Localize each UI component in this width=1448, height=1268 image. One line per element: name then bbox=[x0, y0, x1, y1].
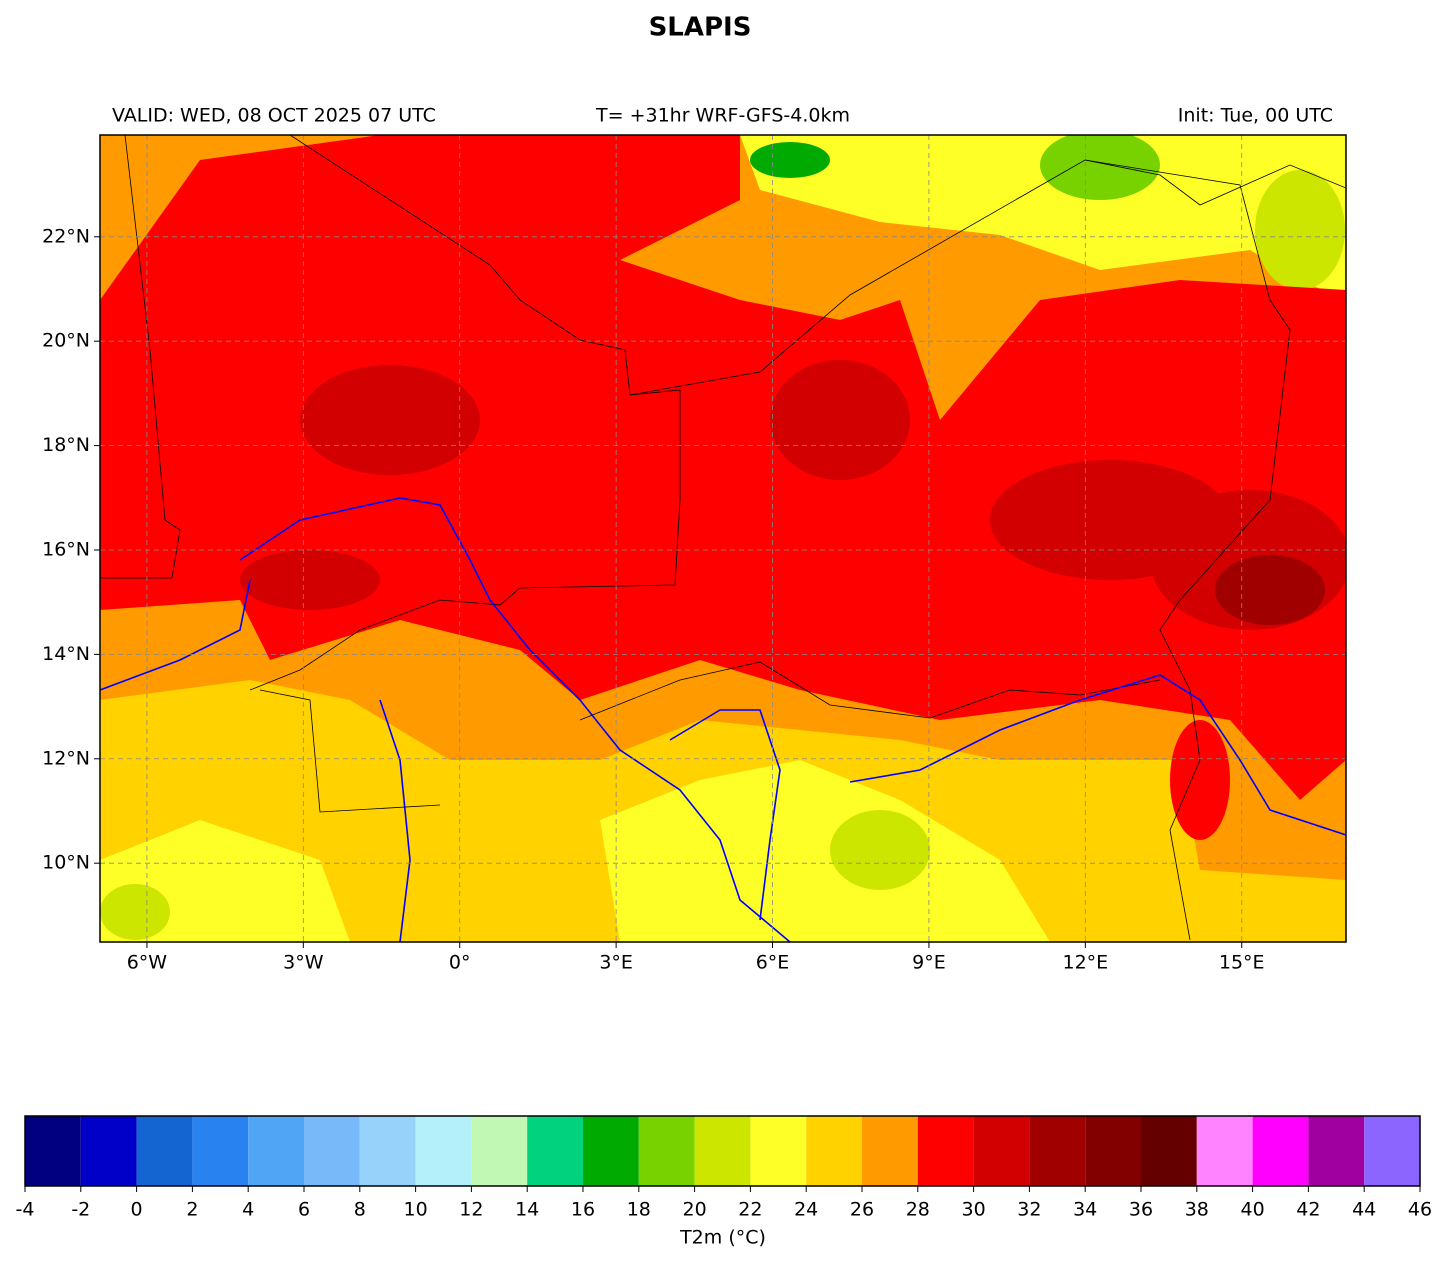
valid-time: VALID: WED, 08 OCT 2025 07 UTC bbox=[112, 105, 436, 127]
x-tick-label: 6°W bbox=[127, 952, 168, 974]
x-tick-label: 3°W bbox=[283, 952, 324, 974]
colorbar-bin bbox=[471, 1116, 528, 1186]
colorbar-tick-label: 34 bbox=[1073, 1199, 1097, 1221]
colorbar-bin bbox=[1141, 1116, 1197, 1186]
colorbar-tick-label: 18 bbox=[627, 1199, 651, 1221]
colorbar-bin bbox=[304, 1116, 360, 1186]
run-info: T= +31hr WRF-GFS-4.0km bbox=[595, 105, 850, 127]
y-tick-label: 16°N bbox=[42, 538, 90, 560]
colorbar-bin bbox=[638, 1116, 695, 1186]
y-tick-label: 10°N bbox=[42, 852, 90, 874]
colorbar-tick-label: 20 bbox=[683, 1199, 707, 1221]
colorbar-tick-label: 14 bbox=[515, 1199, 539, 1221]
colorbar-bin bbox=[862, 1116, 918, 1186]
colorbar-tick-label: -4 bbox=[16, 1199, 35, 1221]
colorbar-tick-label: 22 bbox=[738, 1199, 762, 1221]
colorbar-bin bbox=[750, 1116, 807, 1186]
y-tick-label: 12°N bbox=[42, 747, 90, 769]
colorbar-bin bbox=[1308, 1116, 1365, 1186]
y-tick-label: 14°N bbox=[42, 643, 90, 665]
colorbar-tick-label: 6 bbox=[298, 1199, 310, 1221]
temperature-field bbox=[100, 135, 1346, 942]
colorbar-tick-label: 28 bbox=[906, 1199, 930, 1221]
colorbar-bin bbox=[136, 1116, 193, 1186]
colorbar-bin bbox=[192, 1116, 249, 1186]
colorbar-tick-label: 24 bbox=[794, 1199, 818, 1221]
x-tick-label: 12°E bbox=[1062, 952, 1108, 974]
colorbar-tick-label: 44 bbox=[1352, 1199, 1376, 1221]
colorbar-tick-label: 38 bbox=[1185, 1199, 1209, 1221]
colorbar bbox=[24, 1116, 1421, 1192]
init-time: Init: Tue, 00 UTC bbox=[1178, 105, 1333, 127]
colorbar-tick-label: 8 bbox=[354, 1199, 366, 1221]
x-tick-label: 0° bbox=[449, 952, 471, 974]
colorbar-tick-label: 4 bbox=[242, 1199, 254, 1221]
colorbar-tick-label: -2 bbox=[71, 1199, 90, 1221]
colorbar-tick-label: 10 bbox=[404, 1199, 428, 1221]
grid bbox=[94, 135, 1346, 948]
colorbar-label: T2m (°C) bbox=[679, 1227, 766, 1249]
colorbar-tick-label: 30 bbox=[962, 1199, 986, 1221]
colorbar-bin bbox=[527, 1116, 583, 1186]
colorbar-bin bbox=[583, 1116, 639, 1186]
colorbar-bin bbox=[694, 1116, 751, 1186]
map-frame bbox=[99, 134, 1347, 943]
x-tick-label: 3°E bbox=[599, 952, 633, 974]
colorbar-bin bbox=[25, 1116, 81, 1186]
colorbar-tick-label: 46 bbox=[1408, 1199, 1432, 1221]
x-tick-label: 6°E bbox=[756, 952, 790, 974]
colorbar-bin bbox=[1196, 1116, 1253, 1186]
colorbar-bin bbox=[359, 1116, 416, 1186]
y-tick-label: 22°N bbox=[42, 225, 90, 247]
colorbar-bin bbox=[80, 1116, 137, 1186]
x-tick-label: 9°E bbox=[912, 952, 946, 974]
y-tick-label: 18°N bbox=[42, 434, 90, 456]
colorbar-bin bbox=[1085, 1116, 1141, 1186]
colorbar-tick-label: 2 bbox=[186, 1199, 198, 1221]
colorbar-tick-label: 0 bbox=[131, 1199, 143, 1221]
colorbar-tick-label: 16 bbox=[571, 1199, 595, 1221]
colorbar-bin bbox=[973, 1116, 1030, 1186]
colorbar-bin bbox=[917, 1116, 974, 1186]
title: SLAPIS bbox=[649, 13, 752, 43]
y-tick-label: 20°N bbox=[42, 330, 90, 352]
colorbar-bin bbox=[1029, 1116, 1086, 1186]
colorbar-bin bbox=[248, 1116, 304, 1186]
colorbar-tick-label: 32 bbox=[1017, 1199, 1041, 1221]
colorbar-tick-label: 42 bbox=[1296, 1199, 1320, 1221]
colorbar-bin bbox=[1364, 1116, 1420, 1186]
colorbar-tick-label: 12 bbox=[459, 1199, 483, 1221]
colorbar-tick-label: 36 bbox=[1129, 1199, 1153, 1221]
colorbar-bin bbox=[415, 1116, 472, 1186]
colorbar-frame bbox=[24, 1115, 1421, 1187]
colorbar-tick-label: 40 bbox=[1241, 1199, 1265, 1221]
colorbar-tick-label: 26 bbox=[850, 1199, 874, 1221]
colorbar-bin bbox=[1252, 1116, 1309, 1186]
x-tick-label: 15°E bbox=[1219, 952, 1265, 974]
colorbar-bin bbox=[806, 1116, 862, 1186]
